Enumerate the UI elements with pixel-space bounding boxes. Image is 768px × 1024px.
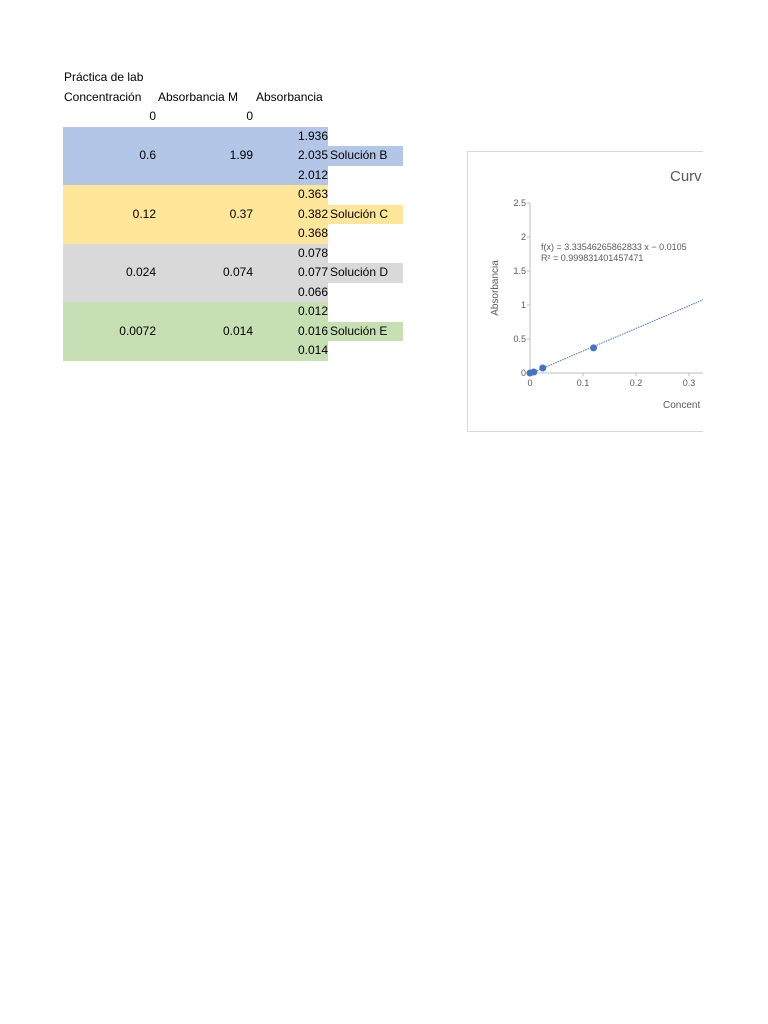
reading: 0.014 <box>297 343 328 357</box>
label-fill <box>328 321 403 341</box>
chart: Curv Absorbancia Concent 0 0.5 1 1.5 2 2.5 0 0.1 0.… <box>490 168 703 411</box>
column-header: Concentración <box>64 89 142 104</box>
label-fill <box>328 146 403 166</box>
mean-absorbance: 0.37 <box>229 206 253 221</box>
data-point <box>530 368 538 376</box>
chart-frame: Curv Absorbancia Concent 0 0.5 1 1.5 2 2.5 0 0.1 0.… <box>467 151 703 432</box>
solution-label: Solución B <box>330 148 388 162</box>
x-axis-title: Concent <box>663 400 700 411</box>
group-fill <box>63 243 328 302</box>
x-tick-label: 0.1 <box>577 378 590 388</box>
trendline <box>529 299 703 375</box>
reading: 1.936 <box>297 128 328 143</box>
group-fill <box>63 185 328 244</box>
y-tick-label: 2 <box>521 232 526 242</box>
y-tick-label: 2.5 <box>513 198 526 208</box>
concentration: 0.024 <box>125 265 156 279</box>
reading: 0.368 <box>297 226 328 240</box>
column-header: Absorbancia <box>256 89 323 104</box>
column-header: Absorbancia M <box>158 89 239 104</box>
solution-label: Solución D <box>330 265 389 279</box>
trendline-equation: f(x) = 3.33546265862833 x − 0.0105 <box>541 242 687 252</box>
trendline-equation: R² = 0.999831401457471 <box>541 253 643 263</box>
mean-absorbance: 0.014 <box>222 323 253 338</box>
sheet-title: Práctica de lab <box>64 70 144 84</box>
x-tick-label: 0.3 <box>683 378 696 388</box>
solution-label: Solución E <box>330 323 388 338</box>
concentration: 0.6 <box>139 148 156 162</box>
y-tick-label: 0.5 <box>513 334 526 344</box>
cell-value: 0 <box>246 109 253 123</box>
y-tick-label: 1 <box>521 300 526 310</box>
data-point <box>590 344 598 352</box>
solution-label: Solución C <box>330 206 389 221</box>
reading: 2.012 <box>297 167 328 182</box>
chart-title: Curv <box>670 168 702 185</box>
label-fill <box>328 204 403 224</box>
mean-absorbance: 1.99 <box>229 148 253 162</box>
group-fill <box>63 302 328 361</box>
y-tick-label: 1.5 <box>513 266 526 276</box>
group-fill <box>63 126 328 185</box>
concentration: 0.0072 <box>119 323 156 338</box>
reading: 0.016 <box>297 323 328 338</box>
concentration: 0.12 <box>132 206 156 221</box>
mean-absorbance: 0.074 <box>222 265 253 279</box>
x-tick-label: 0 <box>527 378 532 388</box>
y-tick-label: 0 <box>521 368 526 378</box>
cell-value: 0 <box>149 109 156 123</box>
reading: 0.066 <box>297 284 328 299</box>
reading: 2.035 <box>297 148 328 162</box>
reading: 0.382 <box>297 206 328 221</box>
reading: 0.077 <box>297 265 328 279</box>
x-tick-label: 0.2 <box>630 378 643 388</box>
reading: 0.363 <box>297 187 328 201</box>
data-point <box>539 364 547 372</box>
label-fill <box>328 263 403 283</box>
y-axis-title: Absorbancia <box>490 260 501 316</box>
reading: 0.078 <box>297 245 328 260</box>
reading: 0.012 <box>297 304 328 318</box>
